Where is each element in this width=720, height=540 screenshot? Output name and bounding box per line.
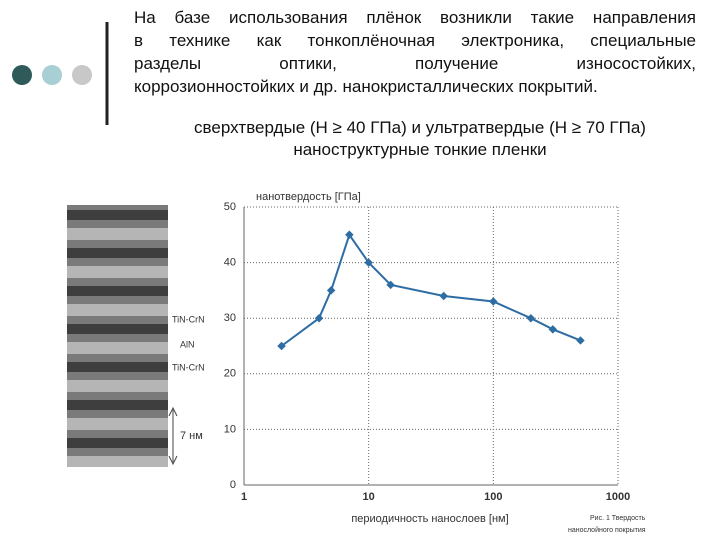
- subtitle: сверхтвердые (Н ≥ 40 ГПа) и ультратверды…: [194, 118, 646, 137]
- micrograph: [67, 205, 168, 467]
- marker: [526, 313, 536, 323]
- marker: [326, 286, 336, 295]
- x-tick-label: 10: [363, 491, 375, 503]
- caption: нанослойного покрытия: [568, 526, 646, 534]
- decor-dot: [72, 65, 92, 85]
- x-axis-label: периодичность нанослоев [нм]: [351, 513, 508, 525]
- decor-dot: [42, 65, 62, 85]
- marker: [345, 230, 354, 240]
- x-tick-label: 1000: [606, 491, 630, 503]
- y-tick-label: 40: [224, 257, 236, 269]
- y-tick-label: 50: [224, 201, 236, 213]
- y-tick-label: 20: [224, 368, 236, 380]
- x-tick-label: 100: [484, 491, 502, 503]
- layer-label: TiN-CrN: [172, 314, 205, 324]
- y-tick-label: 30: [224, 312, 236, 324]
- marker: [314, 313, 324, 323]
- scale-label: 7 нм: [180, 430, 203, 442]
- y-tick-label: 0: [230, 479, 236, 491]
- text-line: На базе использования плёнок возникли та…: [134, 8, 696, 27]
- text-line: разделы оптики, получение износостойких,: [134, 54, 696, 73]
- marker: [364, 258, 373, 267]
- data-line: [280, 232, 581, 347]
- layer-label: AlN: [180, 339, 195, 349]
- marker: [439, 291, 448, 301]
- scale-arrow-head: [168, 406, 178, 466]
- x-tick-label: 1: [241, 491, 247, 503]
- text-line: коррозионностойких и др. нанокристалличе…: [134, 77, 598, 96]
- marker: [576, 336, 585, 345]
- text-line: в технике как тонкоплёночная электроника…: [134, 31, 696, 50]
- layer-label: TiN-CrN: [172, 362, 205, 372]
- subtitle: наноструктурные тонкие пленки: [293, 140, 547, 159]
- decor-dot: [12, 65, 32, 85]
- marker: [277, 341, 286, 351]
- caption: Рис. 1 Твердость: [590, 515, 646, 522]
- marker: [386, 280, 395, 290]
- y-axis-label: нанотвердость [ГПа]: [256, 191, 361, 203]
- marker: [489, 297, 498, 306]
- paragraph: На базе использования плёнок возникли та…: [134, 6, 696, 98]
- marker: [548, 325, 558, 334]
- y-tick-label: 10: [224, 423, 236, 435]
